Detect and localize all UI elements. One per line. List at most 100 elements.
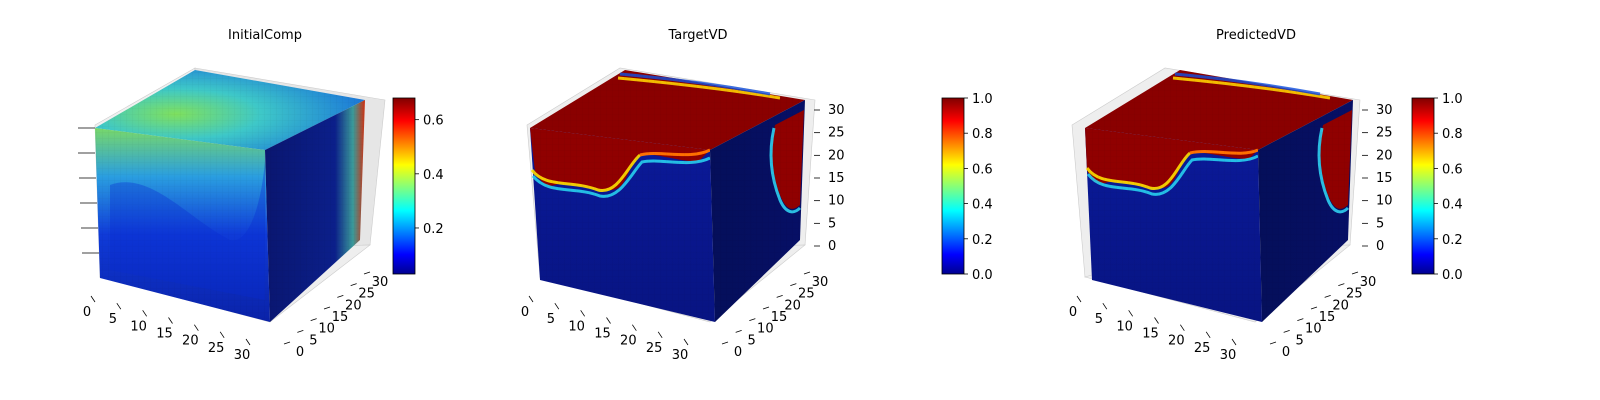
- x-tick-label: 20: [620, 334, 637, 349]
- x-tick-label: 30: [1220, 348, 1237, 363]
- x-tick-label: 0: [1069, 305, 1077, 320]
- y-tick-label: 20: [1332, 298, 1349, 313]
- y-tick-label: 30: [812, 275, 829, 290]
- z-axis-ticks: 0 5 10 15 20 25 30: [814, 103, 845, 254]
- tick-mark: [1231, 338, 1237, 346]
- tick-mark: [1338, 283, 1345, 287]
- plot-title: TargetVD: [667, 28, 727, 43]
- y-tick-label: 25: [358, 287, 375, 302]
- tick-mark: [657, 331, 663, 339]
- y-tick-label: 0: [1282, 345, 1290, 360]
- front-low-region: [110, 160, 265, 300]
- tick-mark: [1076, 295, 1082, 303]
- tick-mark: [337, 294, 344, 298]
- z-tick-label: 20: [828, 148, 845, 163]
- x-tick-label: 25: [646, 341, 663, 356]
- x-tick-label: 30: [234, 348, 251, 363]
- y-tick-label: 5: [1296, 333, 1304, 348]
- y-tick-label: 20: [784, 298, 801, 313]
- z-tick-label: 0: [1376, 239, 1384, 254]
- z-axis-ticks: 0 5 10 15 20 25 30: [1362, 103, 1393, 254]
- colorbar: [941, 97, 965, 275]
- x-tick-label: 10: [568, 319, 585, 334]
- z-tick-label: 5: [828, 216, 836, 231]
- colorbar-tick-label: 0.8: [972, 127, 993, 142]
- x-tick-label: 5: [547, 312, 555, 327]
- y-tick-label: 15: [332, 310, 349, 325]
- tick-mark: [363, 271, 371, 275]
- tick-mark: [1324, 294, 1331, 298]
- tick-mark: [1128, 310, 1133, 317]
- x-axis-ticks: 0 5 10 15 20 25 30: [521, 295, 689, 363]
- colorbar-tick-label: 1.0: [972, 92, 993, 107]
- tick-mark: [1154, 317, 1159, 324]
- x-tick-label: 20: [182, 334, 199, 349]
- y-tick-label: 25: [798, 287, 815, 302]
- plot-title: PredictedVD: [1216, 28, 1296, 43]
- y-tick-label: 5: [748, 333, 756, 348]
- y-tick-label: 20: [345, 298, 362, 313]
- y-tick-label: 10: [318, 322, 335, 337]
- colorbar-tick-label: 0.4: [423, 168, 444, 183]
- z-tick-label: 10: [828, 194, 845, 209]
- colorbar-tick-label: 0.2: [1442, 233, 1463, 248]
- voxel-grid: [95, 128, 270, 322]
- z-tick-label: 0: [828, 239, 836, 254]
- z-tick-label: 30: [828, 103, 845, 118]
- tick-mark: [194, 324, 199, 331]
- tick-mark: [606, 317, 611, 324]
- y-tick-label: 0: [734, 345, 742, 360]
- tick-mark: [790, 283, 797, 287]
- x-axis-ticks: 0 5 10 15 20 25 30: [83, 295, 251, 363]
- tick-mark: [297, 329, 304, 333]
- plot-title: InitialComp: [228, 28, 302, 43]
- x-axis-ticks: 0 5 10 15 20 25 30: [1069, 295, 1237, 363]
- colorbar-tick-label: 0.6: [1442, 162, 1463, 177]
- colorbar-tick-label: 1.0: [1442, 92, 1463, 107]
- tick-mark: [803, 271, 811, 275]
- colorbar-tick-label: 0.0: [1442, 268, 1463, 283]
- tick-mark: [735, 329, 742, 333]
- y-tick-label: 30: [372, 275, 389, 290]
- tick-mark: [310, 318, 317, 322]
- tick-mark: [1310, 306, 1318, 310]
- colorbar-tick-label: 0.2: [423, 222, 444, 237]
- tick-mark: [1297, 318, 1304, 322]
- tick-mark: [219, 331, 225, 339]
- x-tick-label: 5: [109, 312, 117, 327]
- colorbar-tick-label: 0.4: [1442, 198, 1463, 213]
- tick-mark: [776, 294, 783, 298]
- voxel-grid: [265, 100, 365, 322]
- tick-mark: [1205, 331, 1211, 339]
- x-tick-label: 5: [1095, 312, 1103, 327]
- colorbar-ticks: 0.0 0.2 0.4 0.6 0.8 1.0: [964, 92, 993, 283]
- x-tick-label: 10: [1116, 319, 1133, 334]
- z-tick-label: 10: [1376, 194, 1393, 209]
- colorbar-tick-label: 0.8: [1442, 127, 1463, 142]
- x-tick-label: 0: [83, 305, 91, 320]
- z-tick-label: 15: [1376, 171, 1393, 186]
- y-tick-label: 30: [1360, 275, 1377, 290]
- y-tick-label: 0: [296, 345, 304, 360]
- colorbar-tick-label: 0.6: [423, 114, 444, 129]
- colorbar-tick-label: 0.0: [972, 268, 993, 283]
- tick-mark: [632, 324, 637, 331]
- tick-mark: [350, 283, 357, 287]
- tick-mark: [116, 302, 122, 310]
- tick-mark: [528, 295, 534, 303]
- tick-mark: [1180, 324, 1185, 331]
- tick-mark: [580, 310, 585, 317]
- y-tick-label: 5: [309, 333, 317, 348]
- z-tick-label: 25: [1376, 126, 1393, 141]
- tick-mark: [90, 295, 96, 303]
- tick-mark: [168, 317, 173, 324]
- z-tick-label: 20: [1376, 148, 1393, 163]
- tick-mark: [1269, 341, 1277, 345]
- z-axis-ticks: [78, 127, 99, 254]
